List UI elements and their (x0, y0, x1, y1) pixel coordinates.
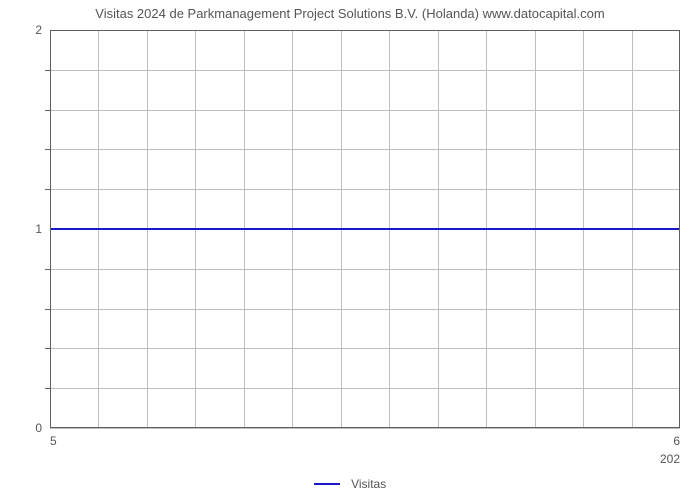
y-minor-tick (45, 348, 50, 349)
y-tick-label: 0 (35, 421, 50, 435)
y-minor-tick (45, 269, 50, 270)
y-tick-label: 1 (35, 222, 50, 236)
legend: Visitas (0, 476, 700, 491)
gridline-h (50, 110, 680, 111)
gridline-h (50, 428, 680, 429)
y-minor-tick (45, 189, 50, 190)
x-sub-right: 202 (660, 452, 680, 466)
series-visitas (50, 228, 680, 230)
gridline-h (50, 309, 680, 310)
gridline-h (50, 348, 680, 349)
y-minor-tick (45, 149, 50, 150)
legend-label: Visitas (351, 477, 386, 491)
plot-area: 01256202 (50, 30, 680, 428)
visits-chart: Visitas 2024 de Parkmanagement Project S… (0, 0, 700, 500)
y-tick-label: 2 (35, 23, 50, 37)
y-minor-tick (45, 309, 50, 310)
chart-title: Visitas 2024 de Parkmanagement Project S… (0, 6, 700, 21)
gridline-h (50, 70, 680, 71)
y-minor-tick (45, 70, 50, 71)
gridline-h (50, 189, 680, 190)
y-minor-tick (45, 110, 50, 111)
x-tick-label: 5 (50, 428, 57, 448)
legend-swatch (314, 483, 340, 485)
gridline-h (50, 388, 680, 389)
x-tick-label: 6 (673, 428, 680, 448)
gridline-h (50, 30, 680, 31)
gridline-h (50, 149, 680, 150)
y-minor-tick (45, 388, 50, 389)
gridline-h (50, 269, 680, 270)
